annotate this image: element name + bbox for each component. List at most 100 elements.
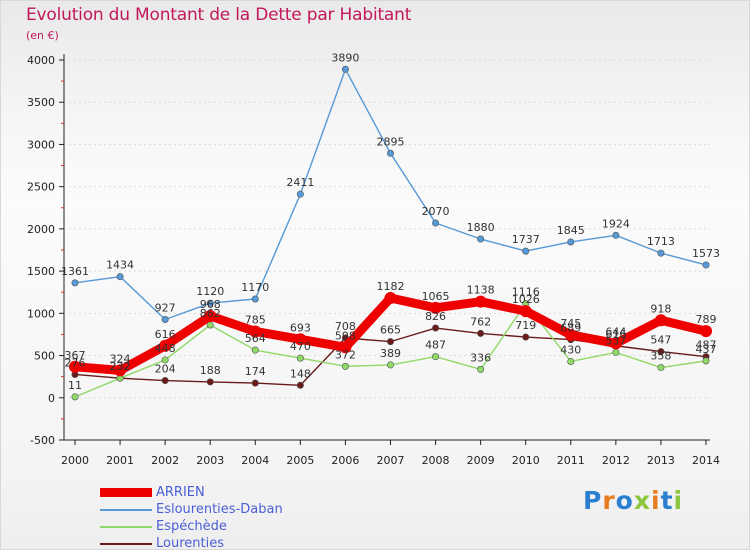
logo-letter: o — [616, 486, 634, 515]
legend-label-arrien: ARRIEN — [156, 484, 205, 501]
legend-item-eslourenties-daban: Eslourenties-Daban — [100, 501, 360, 518]
data-label: 1116 — [512, 286, 540, 299]
data-label: 204 — [155, 363, 176, 376]
data-point — [342, 66, 348, 72]
y-tick-label: 2500 — [27, 181, 55, 194]
data-label: 358 — [650, 350, 671, 363]
data-point — [297, 191, 303, 197]
data-label: 708 — [335, 320, 356, 333]
data-point — [117, 273, 123, 279]
data-label: 927 — [155, 301, 176, 314]
data-label: 826 — [425, 310, 446, 323]
data-label: 11 — [68, 379, 82, 392]
y-tick-label: 4000 — [27, 54, 55, 67]
data-point — [655, 314, 667, 326]
data-label: 1065 — [422, 290, 450, 303]
data-point — [477, 330, 483, 336]
data-point — [252, 347, 258, 353]
data-label: 2895 — [377, 135, 405, 148]
legend-swatch-eslourenties-daban — [100, 509, 152, 511]
data-point — [523, 334, 529, 340]
logo-letter: r — [602, 486, 615, 515]
y-tick-label: 0 — [48, 392, 55, 405]
x-tick-label: 2001 — [106, 454, 134, 467]
legend-swatch-espechede — [100, 526, 152, 528]
data-label: 789 — [696, 313, 717, 326]
x-tick-label: 2012 — [602, 454, 630, 467]
data-point — [520, 305, 532, 317]
y-tick-label: 2000 — [27, 223, 55, 236]
data-label: 430 — [560, 343, 581, 356]
logo-letter: t — [661, 486, 674, 515]
line-chart: -500050010001500200025003000350040002000… — [0, 0, 750, 550]
logo-letter: P — [583, 486, 602, 515]
y-tick-label: 500 — [34, 350, 55, 363]
data-point — [342, 363, 348, 369]
data-point — [703, 262, 709, 268]
data-point — [72, 394, 78, 400]
data-label: 1434 — [106, 259, 134, 272]
data-label: 1845 — [557, 224, 585, 237]
data-point — [252, 380, 258, 386]
data-point — [432, 325, 438, 331]
x-tick-label: 2006 — [331, 454, 359, 467]
data-label: 1737 — [512, 233, 540, 246]
legend-label-lourenties: Lourenties — [156, 535, 224, 552]
data-point — [477, 366, 483, 372]
data-label: 1361 — [61, 265, 89, 278]
data-point — [477, 236, 483, 242]
legend-item-arrien: ARRIEN — [100, 484, 360, 501]
data-label: 665 — [380, 324, 401, 337]
x-tick-label: 2011 — [557, 454, 585, 467]
data-label: 862 — [200, 307, 221, 320]
data-label: 3890 — [331, 51, 359, 64]
data-point — [387, 338, 393, 344]
data-point — [385, 292, 397, 304]
data-point — [613, 232, 619, 238]
data-label: 148 — [290, 367, 311, 380]
logo-letter: i — [674, 486, 684, 515]
y-tick-label: 1500 — [27, 265, 55, 278]
data-label: 785 — [245, 313, 266, 326]
data-label: 174 — [245, 365, 266, 378]
data-label: 2070 — [422, 205, 450, 218]
data-label: 1713 — [647, 235, 675, 248]
y-tick-label: 3500 — [27, 96, 55, 109]
data-point — [162, 377, 168, 383]
data-label: 389 — [380, 347, 401, 360]
data-label: 1170 — [241, 281, 269, 294]
x-tick-label: 2000 — [61, 454, 89, 467]
data-label: 1880 — [467, 221, 495, 234]
data-label: 487 — [425, 339, 446, 352]
x-tick-label: 2005 — [286, 454, 314, 467]
y-tick-label: -500 — [30, 434, 55, 447]
x-tick-label: 2010 — [512, 454, 540, 467]
data-point — [297, 355, 303, 361]
legend-swatch-lourenties — [100, 543, 152, 545]
data-point — [162, 316, 168, 322]
data-label: 2411 — [286, 176, 314, 189]
data-point — [568, 239, 574, 245]
x-tick-label: 2007 — [377, 454, 405, 467]
data-label: 1924 — [602, 217, 630, 230]
data-point — [700, 325, 712, 337]
data-label: 336 — [470, 351, 491, 364]
data-label: 547 — [650, 334, 671, 347]
legend-item-espechede: Espéchède — [100, 518, 360, 535]
data-label: 689 — [560, 322, 581, 335]
legend-item-lourenties: Lourenties — [100, 535, 360, 552]
data-point — [703, 358, 709, 364]
data-point — [658, 250, 664, 256]
data-label: 470 — [290, 340, 311, 353]
x-tick-label: 2003 — [196, 454, 224, 467]
data-point — [432, 353, 438, 359]
legend-swatch-arrien — [100, 488, 152, 497]
data-label: 616 — [605, 328, 626, 341]
legend: ARRIEN Eslourenties-Daban Espéchède Lour… — [100, 484, 360, 552]
data-label: 276 — [65, 356, 86, 369]
data-label: 693 — [290, 321, 311, 334]
data-point — [207, 379, 213, 385]
x-tick-label: 2004 — [241, 454, 269, 467]
data-label: 1120 — [196, 285, 224, 298]
data-label: 762 — [470, 315, 491, 328]
